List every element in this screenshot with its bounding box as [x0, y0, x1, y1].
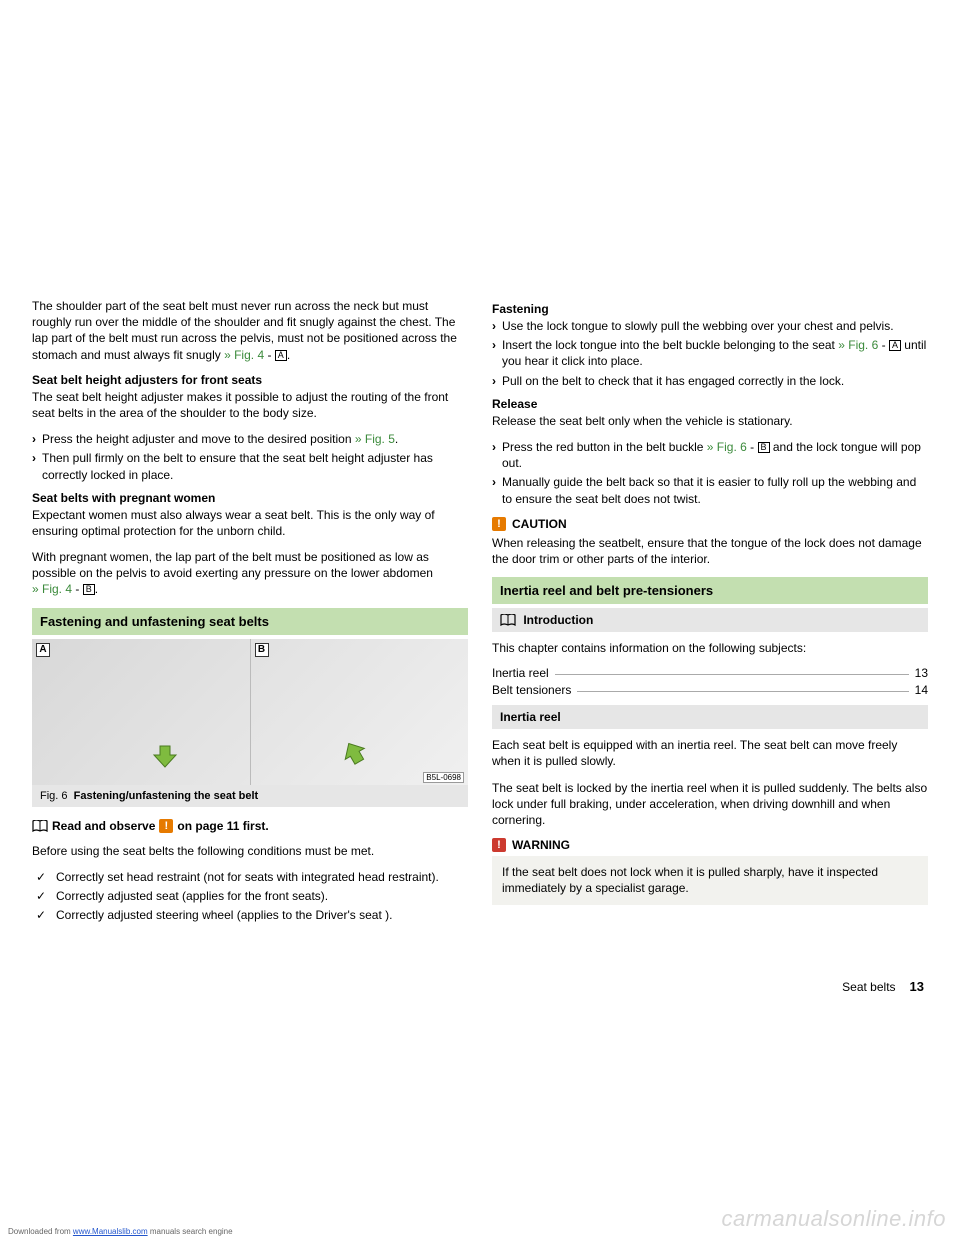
bullet-chevron-icon: ›	[32, 431, 42, 447]
para-shoulder: The shoulder part of the seat belt must …	[32, 298, 468, 363]
heading-height-adjusters: Seat belt height adjusters for front sea…	[32, 373, 468, 387]
toc-page: 13	[915, 666, 928, 680]
check-icon: ✓	[32, 869, 56, 885]
figure-6-panel-a: A	[32, 639, 251, 785]
manualslib-link[interactable]: www.Manualslib.com	[73, 1227, 148, 1236]
heading-release: Release	[492, 397, 928, 411]
ref-box-b: B	[758, 442, 770, 453]
fig-ref: » Fig. 5	[355, 432, 395, 446]
toc-row: Inertia reel 13	[492, 666, 928, 680]
bullet-text: Press the height adjuster and move to th…	[42, 431, 468, 447]
bullet-chevron-icon: ›	[492, 318, 502, 334]
right-column: Fastening › Use the lock tongue to slowl…	[492, 298, 928, 926]
para-pregnant-1: Expectant women must also always wear a …	[32, 507, 468, 539]
fig-ref: » Fig. 6	[707, 440, 747, 454]
para-inertia-2: The seat belt is locked by the inertia r…	[492, 780, 928, 829]
warning-box: If the seat belt does not lock when it i…	[492, 856, 928, 904]
check-seat: ✓ Correctly adjusted seat (applies for t…	[32, 888, 468, 904]
bullet-chevron-icon: ›	[492, 337, 502, 369]
section-inertia-reel-heading: Inertia reel	[492, 705, 928, 729]
toc-row: Belt tensioners 14	[492, 683, 928, 697]
caution-icon: !	[492, 517, 506, 531]
figure-letter-b: B	[255, 643, 269, 657]
check-icon: ✓	[32, 888, 56, 904]
bullet-chevron-icon: ›	[492, 439, 502, 471]
check-head-restraint: ✓ Correctly set head restraint (not for …	[32, 869, 468, 885]
bullet-chevron-icon: ›	[492, 373, 502, 389]
toc-label: Inertia reel	[492, 666, 549, 680]
bullet-guide-back: › Manually guide the belt back so that i…	[492, 474, 928, 506]
left-column: The shoulder part of the seat belt must …	[32, 298, 468, 926]
section-fastening-heading: Fastening and unfastening seat belts	[32, 608, 468, 635]
toc-leader	[577, 691, 908, 692]
figure-6-image: A B B5L-0698	[32, 639, 468, 785]
bullet-pull-check: › Pull on the belt to check that it has …	[492, 373, 928, 389]
download-footer: Downloaded from www.Manualslib.com manua…	[8, 1227, 233, 1236]
check-icon: ✓	[32, 907, 56, 923]
warning-heading: ! WARNING	[492, 838, 928, 852]
book-icon	[32, 820, 48, 832]
ref-box-a: A	[275, 350, 287, 361]
bullet-text: Then pull firmly on the belt to ensure t…	[42, 450, 468, 482]
arrow-down-icon	[152, 741, 182, 771]
arrow-up-icon	[335, 731, 376, 772]
intro-heading: Introduction	[492, 608, 928, 632]
fig-ref: » Fig. 6	[838, 338, 878, 352]
book-icon	[500, 614, 516, 626]
heading-fastening: Fastening	[492, 302, 928, 316]
caution-heading: ! CAUTION	[492, 517, 928, 531]
para-before-using: Before using the seat belts the followin…	[32, 843, 468, 859]
bullet-press: › Press the height adjuster and move to …	[32, 431, 468, 447]
text: -	[264, 348, 275, 362]
warning-icon: !	[492, 838, 506, 852]
figure-letter-a: A	[36, 643, 50, 657]
para-inertia-1: Each seat belt is equipped with an inert…	[492, 737, 928, 769]
watermark: carmanualsonline.info	[721, 1206, 946, 1232]
figure-6-panel-b: B B5L-0698	[251, 639, 469, 785]
para-release: Release the seat belt only when the vehi…	[492, 413, 928, 429]
page-content: The shoulder part of the seat belt must …	[0, 0, 960, 926]
bullet-pull: › Then pull firmly on the belt to ensure…	[32, 450, 468, 482]
para-chapter-info: This chapter contains information on the…	[492, 640, 928, 656]
page-footer: Seat belts13	[842, 979, 924, 994]
check-steering: ✓ Correctly adjusted steering wheel (app…	[32, 907, 468, 923]
fig-ref: » Fig. 4	[224, 348, 264, 362]
ref-box-b: B	[83, 584, 95, 595]
toc-leader	[555, 674, 909, 675]
caution-text: When releasing the seatbelt, ensure that…	[492, 535, 928, 567]
section-inertia-heading: Inertia reel and belt pre-tensioners	[492, 577, 928, 604]
read-observe-note: Read and observe ! on page 11 first.	[32, 819, 468, 833]
ref-box-a: A	[889, 340, 901, 351]
bullet-chevron-icon: ›	[492, 474, 502, 506]
para-pregnant-2: With pregnant women, the lap part of the…	[32, 549, 468, 598]
alert-icon: !	[159, 819, 173, 833]
figure-6-caption: Fig. 6 Fastening/unfastening the seat be…	[32, 785, 468, 807]
bullet-chevron-icon: ›	[32, 450, 42, 482]
figure-code: B5L-0698	[423, 772, 464, 783]
fig-ref: » Fig. 4	[32, 582, 72, 596]
heading-pregnant: Seat belts with pregnant women	[32, 491, 468, 505]
bullet-use-tongue: › Use the lock tongue to slowly pull the…	[492, 318, 928, 334]
bullet-insert-tongue: › Insert the lock tongue into the belt b…	[492, 337, 928, 369]
toc-label: Belt tensioners	[492, 683, 571, 697]
toc-page: 14	[915, 683, 928, 697]
bullet-press-red: › Press the red button in the belt buckl…	[492, 439, 928, 471]
para-height-adjuster: The seat belt height adjuster makes it p…	[32, 389, 468, 421]
toc: Inertia reel 13 Belt tensioners 14	[492, 666, 928, 697]
